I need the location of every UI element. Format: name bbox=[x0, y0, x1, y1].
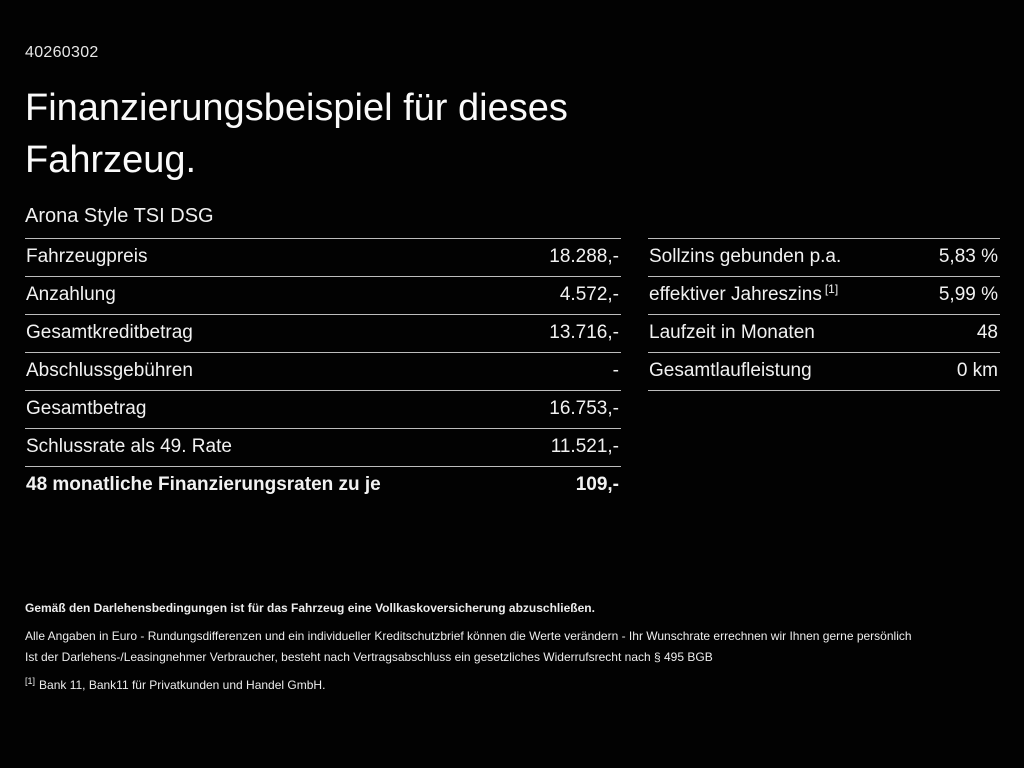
row-label: Gesamtbetrag bbox=[26, 398, 147, 419]
row-value: 11.521,- bbox=[550, 436, 619, 457]
disclaimer-widerrufsrecht: Ist der Darlehens-/Leasingnehmer Verbrau… bbox=[25, 650, 713, 664]
row-label: Anzahlung bbox=[26, 284, 116, 305]
financing-table: Fahrzeugpreis 18.288,- Anzahlung 4.572,-… bbox=[25, 238, 621, 504]
row-label: Schlussrate als 49. Rate bbox=[26, 436, 232, 457]
table-row-schlussrate: Schlussrate als 49. Rate 11.521,- bbox=[25, 428, 621, 466]
footnote-marker: [1] bbox=[25, 676, 36, 686]
row-value: 18.288,- bbox=[549, 246, 619, 267]
row-value: - bbox=[612, 360, 619, 381]
vehicle-name: Arona Style TSI DSG bbox=[25, 205, 214, 227]
document-id: 40260302 bbox=[25, 44, 99, 61]
footnote-ref: [1] bbox=[824, 281, 839, 296]
table-row-sollzins: Sollzins gebunden p.a. 5,83 % bbox=[648, 238, 1000, 276]
row-value: 5,83 % bbox=[938, 246, 998, 267]
table-row-effektiver-jahreszins: effektiver Jahreszins [1] 5,99 % bbox=[648, 276, 1000, 314]
row-label: Gesamtkreditbetrag bbox=[26, 322, 193, 343]
table-row-gesamtkreditbetrag: Gesamtkreditbetrag 13.716,- bbox=[25, 314, 621, 352]
row-value: 13.716,- bbox=[549, 322, 619, 343]
footnote-text: Bank 11, Bank11 für Privatkunden und Han… bbox=[39, 678, 326, 692]
row-label: Gesamtlaufleistung bbox=[649, 360, 812, 381]
table-row-fahrzeugpreis: Fahrzeugpreis 18.288,- bbox=[25, 238, 621, 276]
table-row-laufzeit: Laufzeit in Monaten 48 bbox=[648, 314, 1000, 352]
footnote-bank: [1] Bank 11, Bank11 für Privatkunden und … bbox=[25, 675, 999, 696]
table-row-abschlussgebuehren: Abschlussgebühren - bbox=[25, 352, 621, 390]
table-row-gesamtbetrag: Gesamtbetrag 16.753,- bbox=[25, 390, 621, 428]
disclaimer-vollkasko: Gemäß den Darlehensbedingungen ist für d… bbox=[25, 601, 595, 615]
row-value: 16.753,- bbox=[549, 398, 619, 419]
table-row-anzahlung: Anzahlung 4.572,- bbox=[25, 276, 621, 314]
row-label: effektiver Jahreszins [1] bbox=[649, 281, 839, 306]
row-label: Laufzeit in Monaten bbox=[649, 322, 815, 343]
page-title: Finanzierungsbeispiel für dieses Fahrzeu… bbox=[25, 87, 568, 181]
disclaimer-angaben: Alle Angaben in Euro - Rundungsdifferenz… bbox=[25, 629, 912, 643]
row-label: 48 monatliche Finanzierungsraten zu je bbox=[26, 474, 381, 495]
row-value: 0 km bbox=[956, 360, 998, 381]
row-value: 48 bbox=[976, 322, 998, 343]
footer-disclaimer: Gemäß den Darlehensbedingungen ist für d… bbox=[25, 598, 999, 696]
row-value: 109,- bbox=[575, 474, 619, 495]
row-label: Abschlussgebühren bbox=[26, 360, 193, 381]
row-label: Fahrzeugpreis bbox=[26, 246, 148, 267]
row-label: Sollzins gebunden p.a. bbox=[649, 246, 842, 267]
table-row-gesamtlaufleistung: Gesamtlaufleistung 0 km bbox=[648, 352, 1000, 390]
conditions-table: Sollzins gebunden p.a. 5,83 % effektiver… bbox=[648, 238, 1000, 391]
row-value: 5,99 % bbox=[938, 284, 998, 305]
tables-container: Fahrzeugpreis 18.288,- Anzahlung 4.572,-… bbox=[25, 238, 1000, 504]
table-row-monatsrate: 48 monatliche Finanzierungsraten zu je 1… bbox=[25, 466, 621, 504]
row-label-text: effektiver Jahreszins bbox=[649, 284, 822, 305]
row-value: 4.572,- bbox=[559, 284, 619, 305]
